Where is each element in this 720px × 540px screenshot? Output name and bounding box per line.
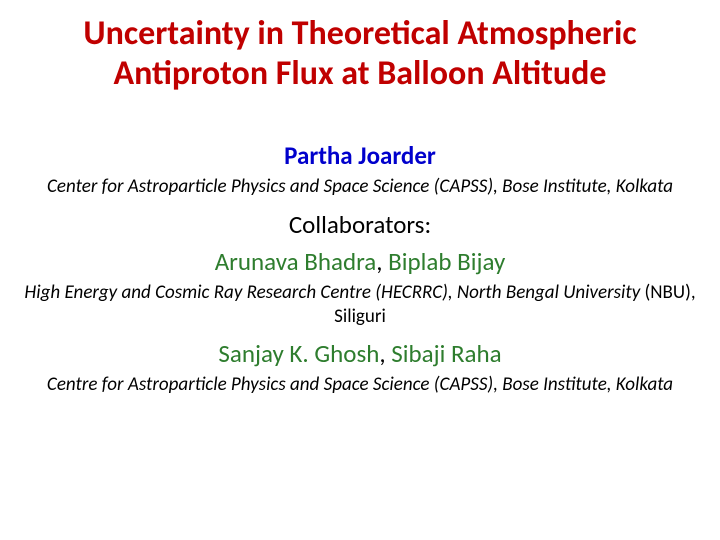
collaborator-group-1: Arunava Bhadra, Biplab Bijay xyxy=(24,246,696,277)
separator: , xyxy=(379,338,391,369)
main-author: Partha Joarder xyxy=(24,140,696,171)
main-author-affiliation: Center for Astroparticle Physics and Spa… xyxy=(24,175,696,199)
collab-name-1: Arunava Bhadra xyxy=(215,246,377,277)
collab-name-3: Sanjay K. Ghosh xyxy=(218,338,379,369)
separator: , xyxy=(376,246,388,277)
collab-name-4: Sibaji Raha xyxy=(391,338,501,369)
collaborator-group-2: Sanjay K. Ghosh, Sibaji Raha xyxy=(24,338,696,369)
group1-affil-italic: High Energy and Cosmic Ray Research Cent… xyxy=(24,281,640,304)
collaborators-label: Collaborators: xyxy=(24,209,696,240)
group2-affiliation: Centre for Astroparticle Physics and Spa… xyxy=(24,373,696,397)
group1-affiliation: High Energy and Cosmic Ray Research Cent… xyxy=(24,281,696,329)
collab-name-2: Biplab Bijay xyxy=(388,246,505,277)
slide-title: Uncertainty in Theoretical Atmospheric A… xyxy=(24,14,696,94)
